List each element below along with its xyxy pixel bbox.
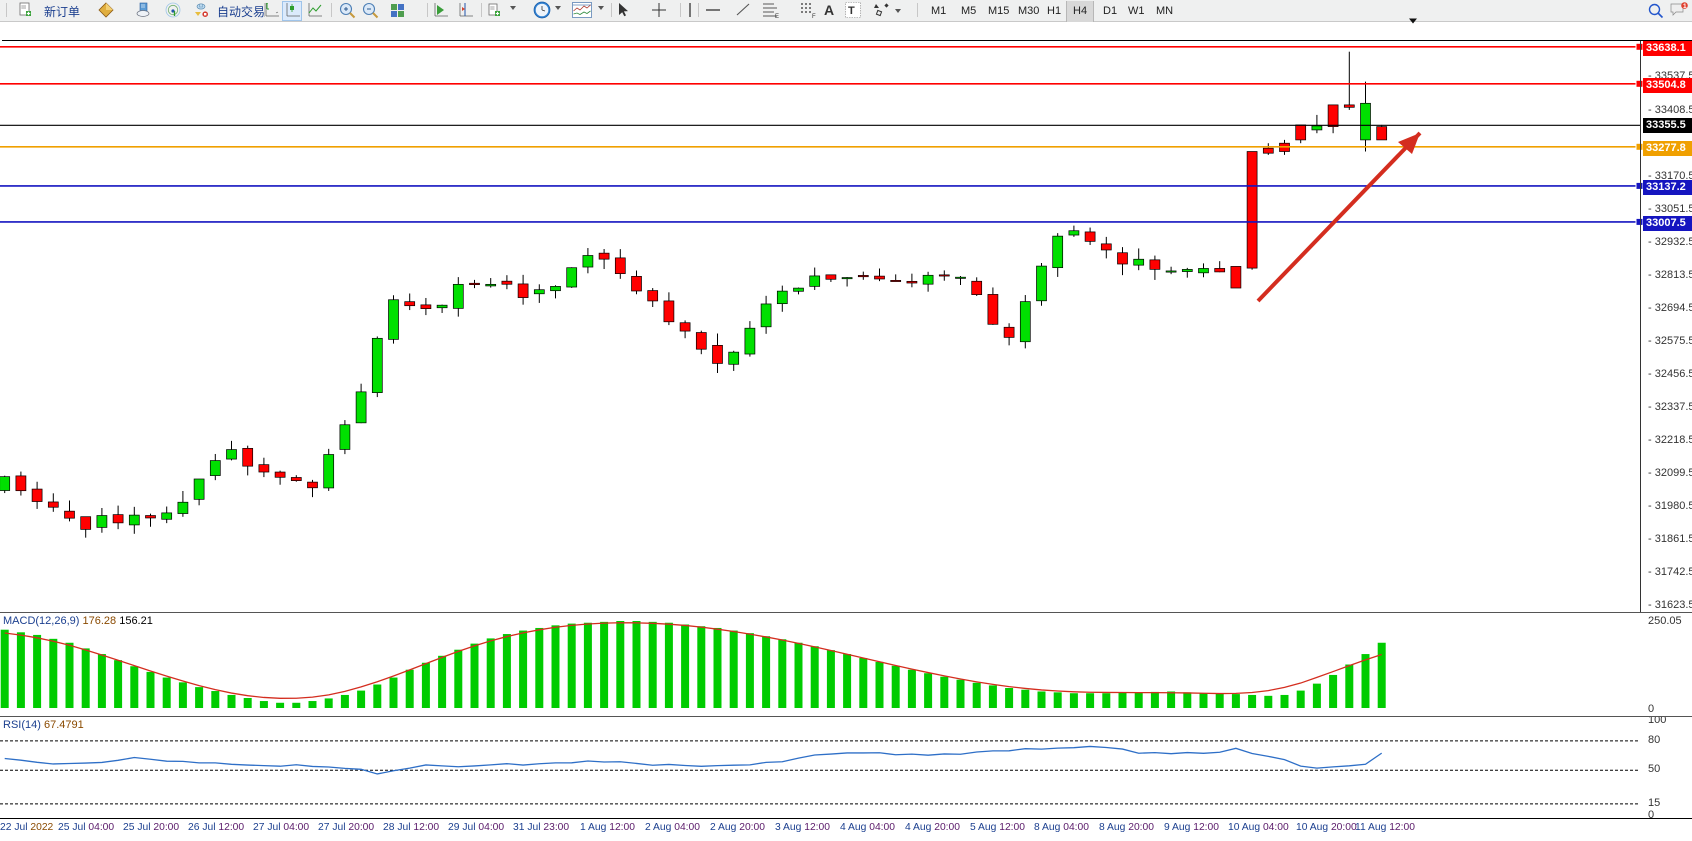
svg-text:F: F bbox=[812, 14, 816, 18]
svg-text:T: T bbox=[848, 5, 855, 17]
svg-text:E: E bbox=[775, 14, 779, 18]
svg-text:1: 1 bbox=[1683, 3, 1687, 10]
